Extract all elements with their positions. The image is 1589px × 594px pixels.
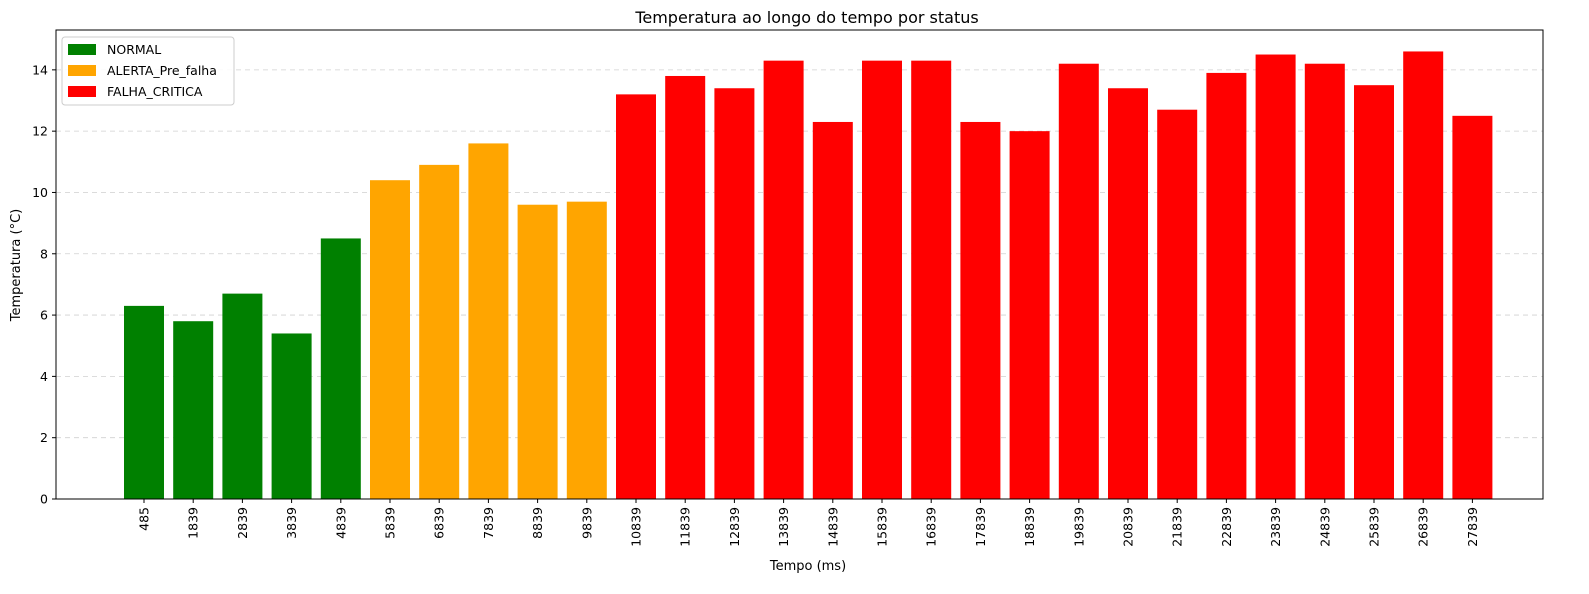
x-tick-label: 13839 bbox=[776, 507, 791, 547]
bar bbox=[812, 121, 853, 499]
bars bbox=[124, 51, 1493, 500]
y-tick-label: 12 bbox=[32, 124, 48, 139]
bar bbox=[173, 321, 214, 499]
bar bbox=[1452, 115, 1493, 499]
chart-title: Temperatura ao longo do tempo por status bbox=[634, 8, 978, 27]
x-tick-label: 23839 bbox=[1268, 507, 1283, 547]
legend-box bbox=[61, 36, 235, 106]
bar bbox=[1058, 63, 1099, 499]
y-tick-label: 10 bbox=[32, 185, 48, 200]
x-tick-label: 19839 bbox=[1071, 507, 1086, 547]
x-tick-label: 26839 bbox=[1416, 507, 1431, 547]
bar bbox=[616, 94, 656, 499]
bar bbox=[665, 75, 706, 499]
legend-label: FALHA_CRITICA bbox=[107, 84, 203, 99]
x-tick-label: 17839 bbox=[973, 507, 988, 547]
y-tick-label: 8 bbox=[40, 246, 48, 261]
bar bbox=[468, 143, 509, 499]
bar bbox=[1255, 54, 1296, 499]
x-tick-label: 27839 bbox=[1465, 507, 1480, 547]
y-tick-label: 14 bbox=[32, 62, 48, 77]
bar bbox=[1354, 85, 1394, 500]
x-tick-label: 6839 bbox=[432, 507, 447, 539]
bar bbox=[1304, 63, 1345, 499]
y-tick-label: 0 bbox=[40, 492, 48, 507]
bar bbox=[862, 60, 902, 499]
bar bbox=[320, 238, 361, 499]
legend: NORMAL ALERTA_Pre_falha FALHA_CRITICA bbox=[61, 36, 235, 106]
x-tick-label: 11839 bbox=[678, 507, 693, 547]
bar bbox=[1403, 51, 1444, 499]
x-tick-label: 10839 bbox=[629, 507, 644, 547]
x-axis-label: Tempo (ms) bbox=[769, 559, 846, 574]
bar bbox=[763, 60, 804, 499]
bar bbox=[271, 333, 312, 499]
y-tick-label: 2 bbox=[40, 430, 48, 445]
bar bbox=[1157, 109, 1198, 500]
x-tick-label: 14839 bbox=[825, 507, 840, 547]
bar bbox=[911, 60, 952, 499]
x-tick-label: 12839 bbox=[727, 507, 742, 547]
bar bbox=[1009, 131, 1050, 499]
x-tick-label: 8839 bbox=[530, 507, 545, 539]
legend-swatch bbox=[68, 44, 96, 55]
legend-label: NORMAL bbox=[107, 42, 161, 57]
x-tick-label: 485 bbox=[137, 507, 152, 531]
x-tick-label: 9839 bbox=[579, 507, 594, 539]
bar bbox=[517, 204, 558, 499]
legend-swatch bbox=[68, 65, 96, 76]
y-tick-label: 4 bbox=[40, 369, 48, 384]
bar bbox=[419, 164, 460, 499]
bar bbox=[1206, 72, 1247, 499]
x-tick-label: 5839 bbox=[383, 507, 398, 539]
y-axis-label: Temperatura (°C) bbox=[9, 209, 24, 322]
x-tick-label: 3839 bbox=[284, 507, 299, 539]
y-tick-label: 6 bbox=[40, 308, 48, 323]
plot-frame bbox=[55, 29, 1544, 500]
x-axis: 485 1839 2839 3839 4839 5839 6839 7839 8839 9839 1… bbox=[137, 499, 1480, 547]
bar bbox=[124, 305, 164, 499]
x-tick-label: 24839 bbox=[1317, 507, 1332, 547]
x-tick-label: 2839 bbox=[235, 507, 250, 539]
x-tick-label: 7839 bbox=[481, 507, 496, 539]
x-tick-label: 15839 bbox=[875, 507, 890, 547]
y-axis: 0 2 4 6 8 10 12 14 bbox=[32, 62, 56, 507]
bar bbox=[566, 201, 607, 499]
x-tick-label: 25839 bbox=[1367, 507, 1382, 547]
bar bbox=[714, 88, 755, 500]
bar bbox=[960, 121, 1001, 499]
bar bbox=[370, 180, 410, 499]
bar bbox=[1108, 88, 1148, 500]
x-tick-label: 20839 bbox=[1121, 507, 1136, 547]
x-tick-label: 4839 bbox=[333, 507, 348, 539]
x-tick-label: 21839 bbox=[1170, 507, 1185, 547]
x-tick-label: 16839 bbox=[924, 507, 939, 547]
x-tick-label: 22839 bbox=[1219, 507, 1234, 547]
bar bbox=[222, 293, 263, 499]
legend-label: ALERTA_Pre_falha bbox=[107, 63, 217, 78]
legend-swatch bbox=[68, 86, 96, 97]
x-tick-label: 1839 bbox=[186, 507, 201, 539]
x-tick-label: 18839 bbox=[1022, 507, 1037, 547]
